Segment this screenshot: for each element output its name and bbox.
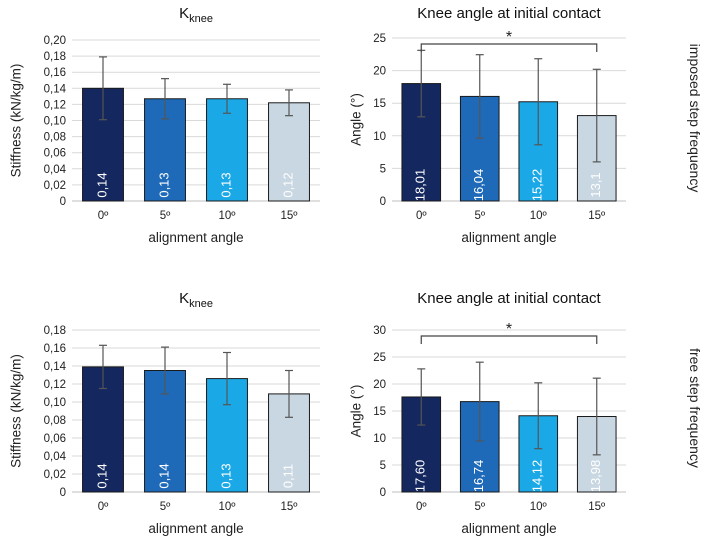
data-label: 16,04 [471,169,486,202]
y-tick-label: 15 [373,98,386,110]
y-tick-label: 0 [60,196,66,208]
significance-marker: * [506,29,512,46]
row-label-free: free step frequency [687,348,703,468]
chart-title-main: Knee angle at initial contact [417,5,601,22]
y-tick-label: 0,10 [44,116,66,128]
data-label: 14,12 [530,460,545,493]
chart-title-main: K [179,5,189,22]
y-tick-label: 0 [380,196,386,208]
y-tick-label: 5 [380,460,386,472]
x-axis-label: alignment angle [148,521,243,536]
x-axis-label: alignment angle [461,230,556,245]
data-label: 0,13 [218,172,233,197]
y-tick-label: 5 [380,163,386,175]
chart-panel-4: 0 5 10 15 20 25 30 17,60 0º 16,74 5º 14,12 10º 13,98 1… [349,290,626,536]
significance-bracket [420,335,598,344]
data-label: 18,01 [413,169,428,202]
y-tick-label: 0,18 [44,51,66,63]
y-tick-label: 30 [373,325,386,337]
data-label: 0,12 [280,172,295,197]
data-label: 0,14 [156,463,171,488]
y-tick-label: 0,14 [44,83,67,95]
x-tick-label: 5º [474,210,485,222]
x-tick-label: 15º [588,501,606,513]
chart-title-main: Knee angle at initial contact [417,290,601,307]
bar-10º [518,415,559,493]
y-tick-label: 0 [60,487,66,499]
y-tick-label: 0,16 [44,343,66,355]
significance-bracket [420,43,598,52]
x-tick-label: 10º [530,501,548,513]
y-tick-label: 10 [373,433,386,445]
y-tick-label: 0,08 [44,415,66,427]
y-tick-label: 0,10 [44,397,66,409]
chart-title: Knee angle at initial contact [417,290,601,307]
chart-title-main: K [179,290,189,307]
chart-title: Knee angle at initial contact [417,5,601,22]
y-tick-label: 0,14 [44,361,67,373]
x-axis-label: alignment angle [461,521,556,536]
chart-title-subscript: knee [189,298,213,310]
y-axis-label: Angle (°) [349,385,364,438]
data-label: 17,60 [413,460,428,493]
x-tick-label: 0º [416,501,427,513]
x-tick-label: 15º [588,210,606,222]
y-tick-label: 0,06 [44,433,66,445]
y-tick-label: 0,06 [44,148,66,160]
x-tick-label: 10º [219,501,237,513]
y-tick-label: 25 [373,352,386,364]
significance-marker: * [506,321,512,338]
y-tick-label: 25 [373,33,386,45]
x-tick-label: 10º [219,210,237,222]
chart-title-subscript: knee [189,13,213,25]
chart-panel-1: 0 0,02 0,04 0,06 0,08 0,10 0,12 0,14 0,16 0,18 0,2… [9,5,320,245]
x-tick-label: 0º [98,210,109,222]
x-tick-label: 0º [98,501,109,513]
data-label: 0,13 [156,172,171,197]
data-label: 0,13 [218,463,233,488]
y-tick-label: 0 [380,487,386,499]
y-tick-label: 0,12 [44,379,66,391]
y-tick-label: 15 [373,406,386,418]
y-tick-label: 0,04 [44,164,67,176]
data-label: 16,74 [471,460,486,493]
chart-title: Kknee [179,5,213,25]
x-axis-label: alignment angle [148,230,243,245]
y-tick-label: 0,20 [44,35,66,47]
data-label: 13,98 [588,460,603,493]
y-axis-label: Stiffness (kN/kg/m) [9,354,24,468]
data-label: 0,14 [94,463,109,488]
y-tick-label: 0,18 [44,325,66,337]
y-tick-label: 0,16 [44,67,66,79]
y-tick-label: 20 [373,379,386,391]
y-tick-label: 0,02 [44,180,66,192]
chart-title: Kknee [179,290,213,310]
x-tick-label: 15º [281,501,299,513]
x-tick-label: 10º [530,210,548,222]
data-label: 0,14 [94,172,109,197]
data-label: 0,11 [280,464,295,488]
y-tick-label: 20 [373,66,386,78]
x-tick-label: 5º [160,210,171,222]
x-tick-label: 15º [281,210,299,222]
data-label: 13,1 [588,172,603,197]
y-tick-label: 0,12 [44,99,66,111]
row-label-imposed: imposed step frequency [687,44,703,193]
y-tick-label: 0,08 [44,132,66,144]
data-label: 15,22 [530,169,545,202]
y-axis-label: Angle (°) [349,93,364,146]
y-tick-label: 0,02 [44,469,66,481]
chart-panel-2: 0 5 10 15 20 25 18,01 0º 16,04 5º 15,22 10º 13,1 15º a… [349,5,626,245]
y-tick-label: 10 [373,131,386,143]
chart-panel-3: 0 0,02 0,04 0,06 0,08 0,10 0,12 0,14 0,16 0,18 0,1… [9,290,320,536]
y-axis-label: Stiffness (kN/kg/m) [9,64,24,178]
x-tick-label: 0º [416,210,427,222]
y-tick-label: 0,04 [44,451,67,463]
x-tick-label: 5º [160,501,171,513]
x-tick-label: 5º [474,501,485,513]
